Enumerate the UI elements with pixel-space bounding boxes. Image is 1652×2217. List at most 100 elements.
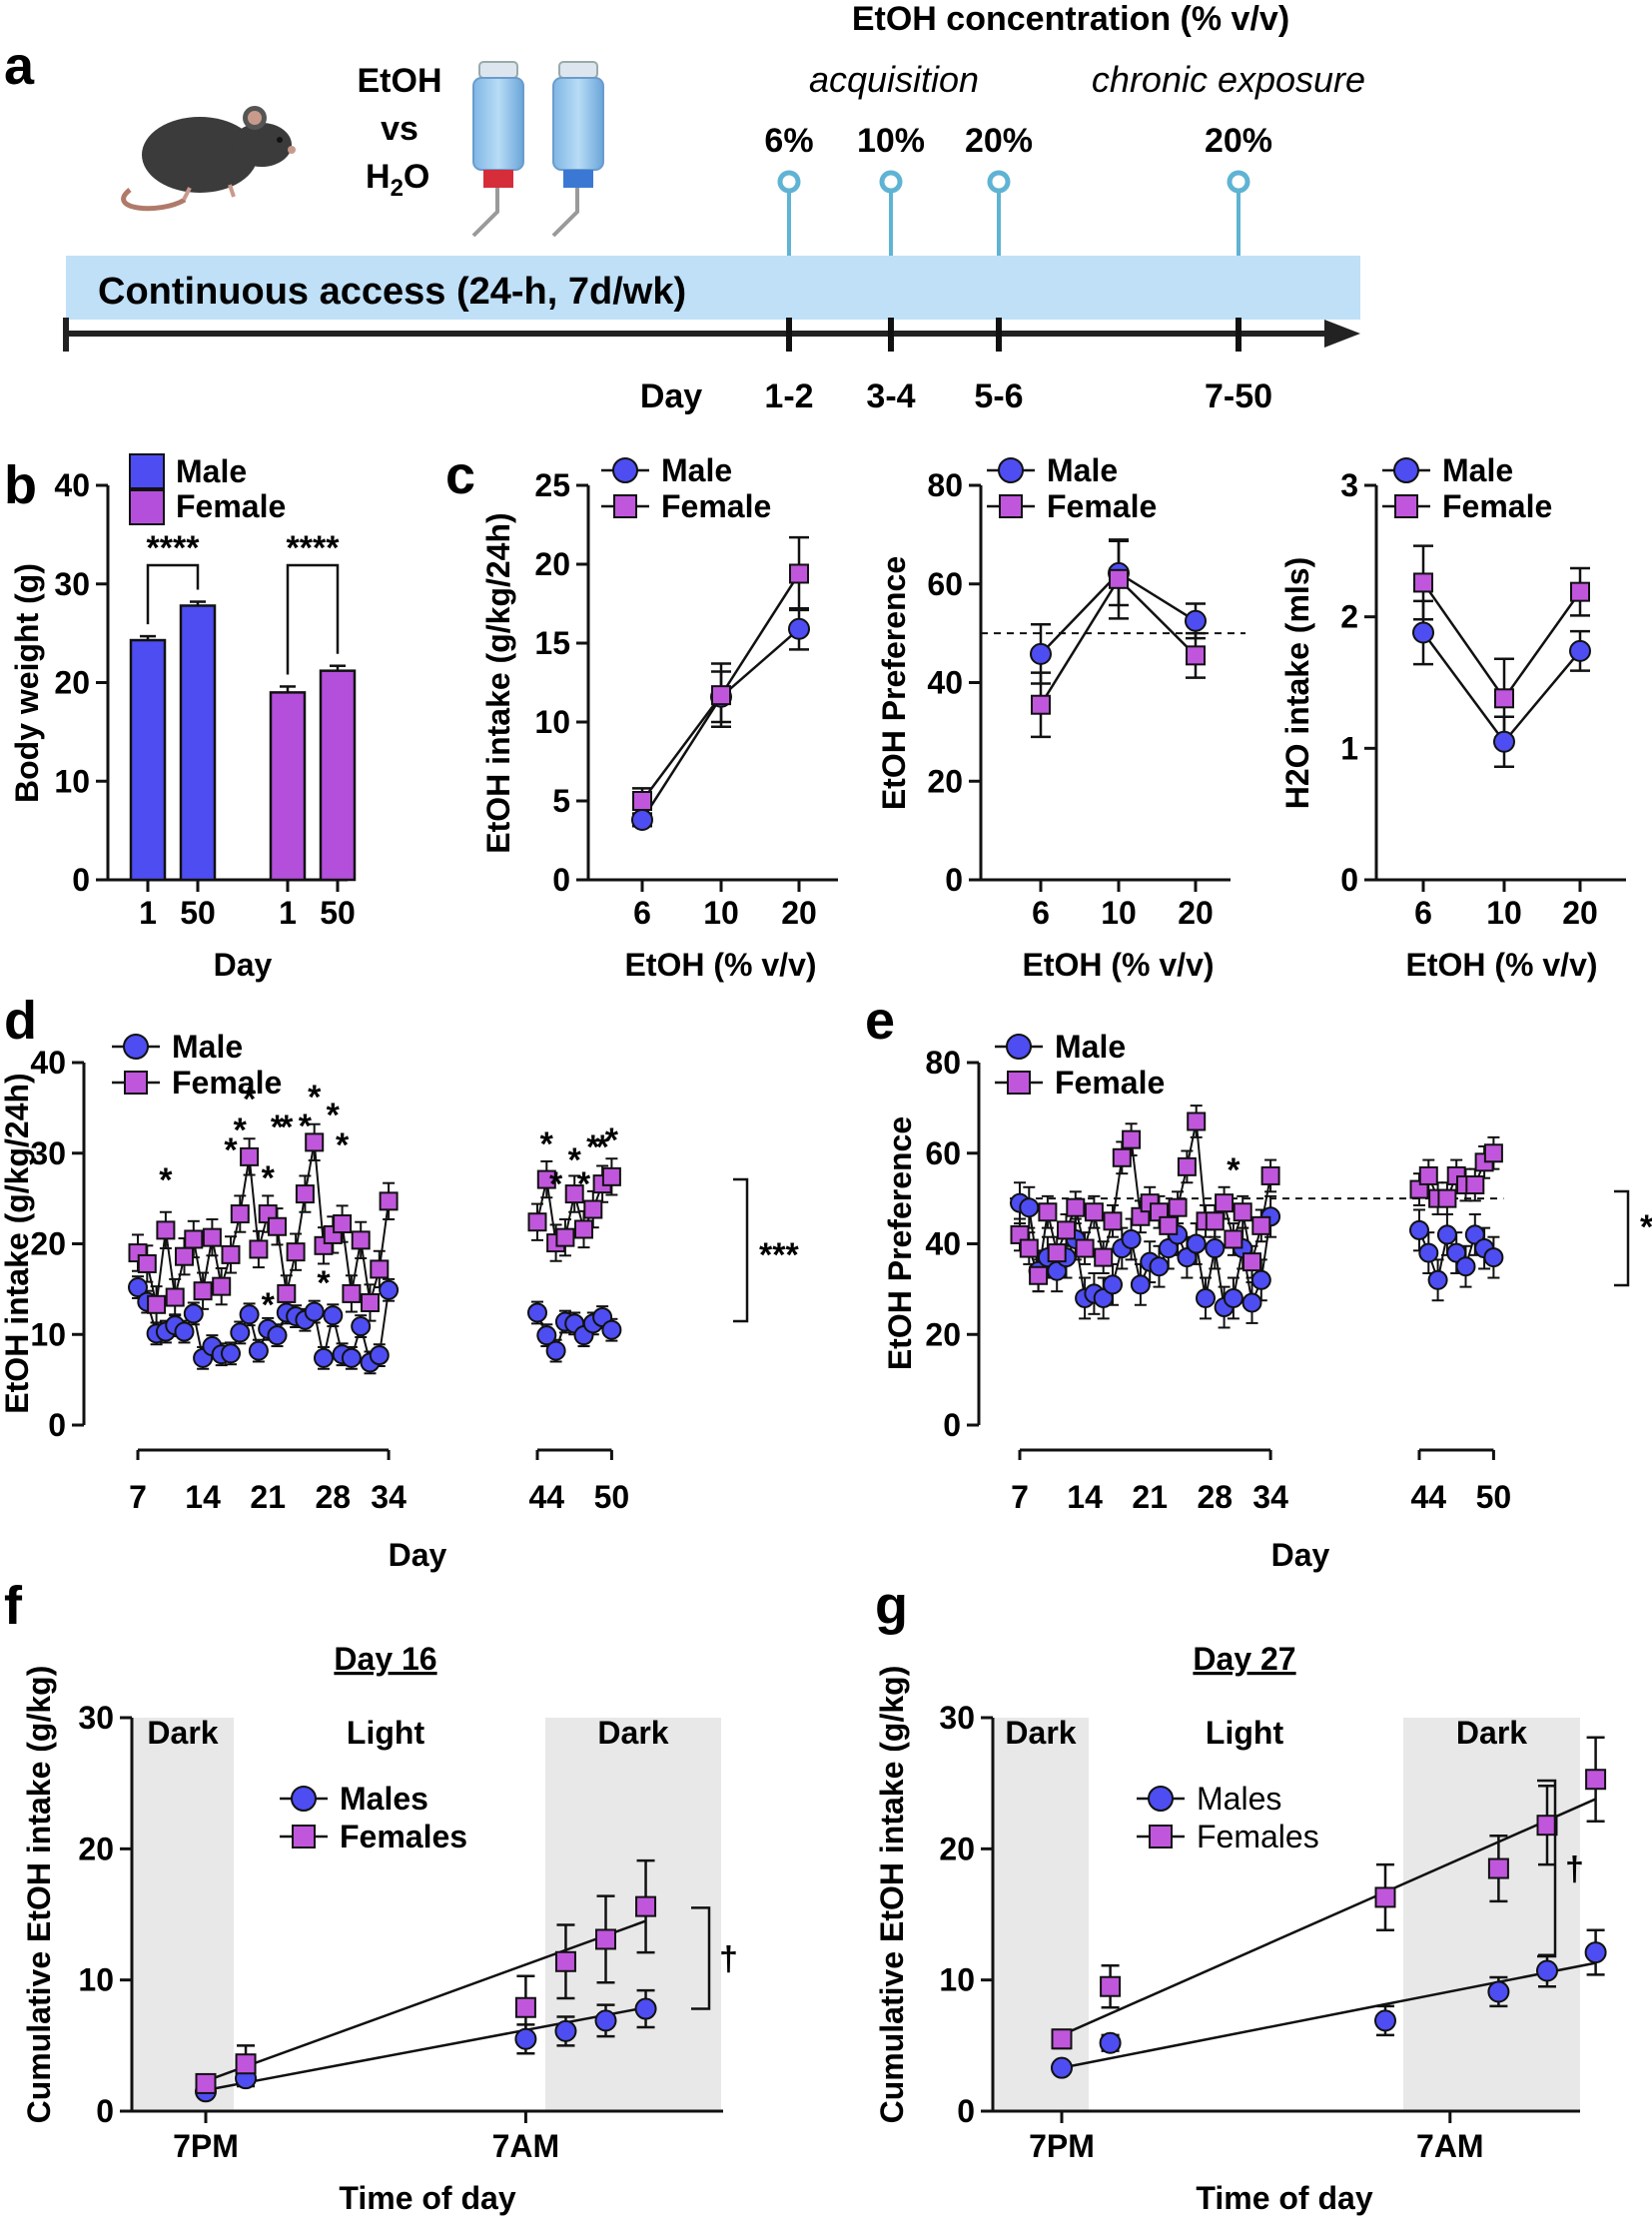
chart-c3-x-tick-label: 20	[1562, 895, 1598, 931]
chart-c2-x-tick-label: 10	[1101, 895, 1137, 931]
timeline-bar	[66, 256, 1360, 320]
chart-f-region-label: Light	[347, 1715, 425, 1751]
legend-female-marker	[999, 494, 1023, 518]
chart-e-x-tick-label: 14	[1067, 1479, 1103, 1515]
chart-f-males-fit-line	[205, 2006, 646, 2092]
chart-b-y-tick-label: 10	[54, 763, 90, 799]
timeline-arrow	[1324, 320, 1360, 348]
chart-d-female-point	[379, 1191, 399, 1211]
legend-female-marker	[1007, 1071, 1031, 1095]
chart-d-y-tick-label: 0	[48, 1407, 66, 1443]
chart-f-females-point	[635, 1895, 657, 1917]
chart-d-female-point	[333, 1214, 353, 1234]
marker-day-range-label: 5-6	[974, 377, 1023, 415]
panel-label-a: a	[4, 36, 35, 96]
chart-b-x-tick-label: 1	[279, 895, 297, 931]
legend-male-marker	[291, 1786, 317, 1812]
chart-g-females-point	[1585, 1769, 1607, 1791]
legend-female-marker	[292, 1825, 316, 1848]
chart-f-females-point	[235, 2053, 257, 2075]
chart-e-female-point	[1084, 1202, 1104, 1222]
chart-d-male-point	[267, 1325, 288, 1346]
significance-bracket	[146, 563, 200, 625]
chart-g-males-point	[1099, 2031, 1122, 2054]
chart-d-female-point	[370, 1259, 390, 1279]
chart-g-females-point	[1100, 1975, 1122, 1997]
chart-d-male-point	[379, 1279, 400, 1300]
chart-d-male-point	[351, 1316, 372, 1337]
panel-label-d: d	[4, 991, 37, 1051]
significance-bracket	[286, 563, 340, 675]
chart-c3-y-axis-title: H2O intake (mls)	[1279, 557, 1315, 810]
marker-pin	[879, 170, 903, 194]
chart-b-y-tick-label: 20	[54, 665, 90, 701]
chart-d-significance-star: *	[159, 1161, 173, 1199]
bar-male-day-50	[179, 604, 217, 882]
chart-d-female-point	[583, 1199, 603, 1219]
chart-c1-y-tick-label: 20	[534, 546, 570, 582]
mouse-icon	[121, 106, 296, 212]
marker-concentration-label: 20%	[965, 122, 1033, 160]
chart-d-male-point	[304, 1301, 325, 1322]
legend-female-label: Female	[661, 488, 771, 524]
chart-e-y-tick-label: 80	[925, 1045, 961, 1081]
chart-e-male-point	[1093, 1287, 1114, 1308]
chart-g-x-axis-title: Time of day	[1196, 2180, 1372, 2216]
chart-d-female-point	[305, 1132, 325, 1152]
chart-d-male-point	[230, 1322, 251, 1343]
chart-c3-y-tick-label: 2	[1340, 599, 1358, 635]
chart-f-males-point	[514, 2027, 537, 2050]
legend-female-label: Females	[1197, 1819, 1319, 1854]
chart-d-significance-star: *	[586, 1128, 600, 1166]
chart-c3-y-tick-label: 1	[1340, 730, 1358, 766]
chart-d-female-point	[564, 1184, 584, 1204]
chart-c3: 0 1 2 3 H2O intake (mls) 6 10 20 EtOH (% v/v) Mal…	[1279, 452, 1626, 983]
chart-c2-female-point	[1109, 568, 1129, 589]
chart-d-female-point	[249, 1239, 269, 1259]
chart-g-group-significance: †	[1565, 1850, 1584, 1888]
chart-e-group-significance: *	[1640, 1208, 1652, 1246]
legend-male-label: Male	[661, 452, 732, 488]
chart-d-significance-star: *	[243, 1081, 257, 1118]
timeline-bar-label: Continuous access (24-h, 7d/wk)	[98, 271, 686, 313]
chart-e-x-axis-title: Day	[1271, 1537, 1330, 1573]
chart-g-y-axis-title: Cumulative EtOH intake (g/kg)	[874, 1666, 910, 2124]
chart-f-x-tick-label: 7AM	[492, 2128, 560, 2164]
chart-e-female-point	[1057, 1220, 1076, 1240]
chart-d-significance-star: *	[336, 1126, 350, 1164]
panel-b: b 0 10 20 30 40 Body weight (g) 1 50 1 50 Day MaleFe…	[4, 453, 357, 983]
chart-g-x-tick-label: 7AM	[1416, 2128, 1484, 2164]
legend-male-marker	[1393, 457, 1419, 483]
chart-e-male-point	[1418, 1242, 1439, 1263]
chart-d-male-point	[183, 1303, 204, 1324]
chart-e-female-point	[1215, 1193, 1235, 1213]
chart-d-female-point	[230, 1204, 250, 1224]
chart-c1-y-tick-label: 5	[552, 783, 570, 819]
chart-d-significance-star: *	[595, 1128, 609, 1166]
h2o-bottle-label: H2O	[366, 158, 429, 202]
chart-c3-female-point	[1570, 581, 1590, 602]
chart-f-dark-region-1	[132, 1718, 234, 2111]
chart-c3-male-line	[1421, 631, 1581, 744]
timeline-day-label: Day	[640, 377, 702, 415]
chart-c1-x-tick-label: 10	[703, 895, 739, 931]
chart-g-y-tick-label: 30	[939, 1700, 975, 1736]
legend-male-marker	[1006, 1034, 1032, 1060]
chart-g-group-bracket	[1537, 1779, 1557, 1958]
chart-e-x-tick-label: 7	[1011, 1479, 1029, 1515]
marker-concentration-label: 6%	[764, 122, 813, 160]
chart-e-female-point	[1029, 1265, 1049, 1285]
significance-stars: ****	[287, 529, 341, 567]
chart-e-significance-star: *	[1227, 1151, 1240, 1189]
legend-female-marker	[124, 1071, 148, 1095]
significance-stars: ****	[147, 529, 201, 567]
marker-day-range-label: 1-2	[764, 377, 813, 415]
chart-f-females-fit-line	[205, 1919, 646, 2082]
legend-female-label: Female	[172, 1065, 282, 1101]
chart-c2-male-point	[1185, 609, 1207, 632]
chart-d-female-point	[156, 1220, 176, 1240]
chart-e-x-tick-label: 44	[1411, 1479, 1447, 1515]
legend-female-marker	[1394, 494, 1418, 518]
